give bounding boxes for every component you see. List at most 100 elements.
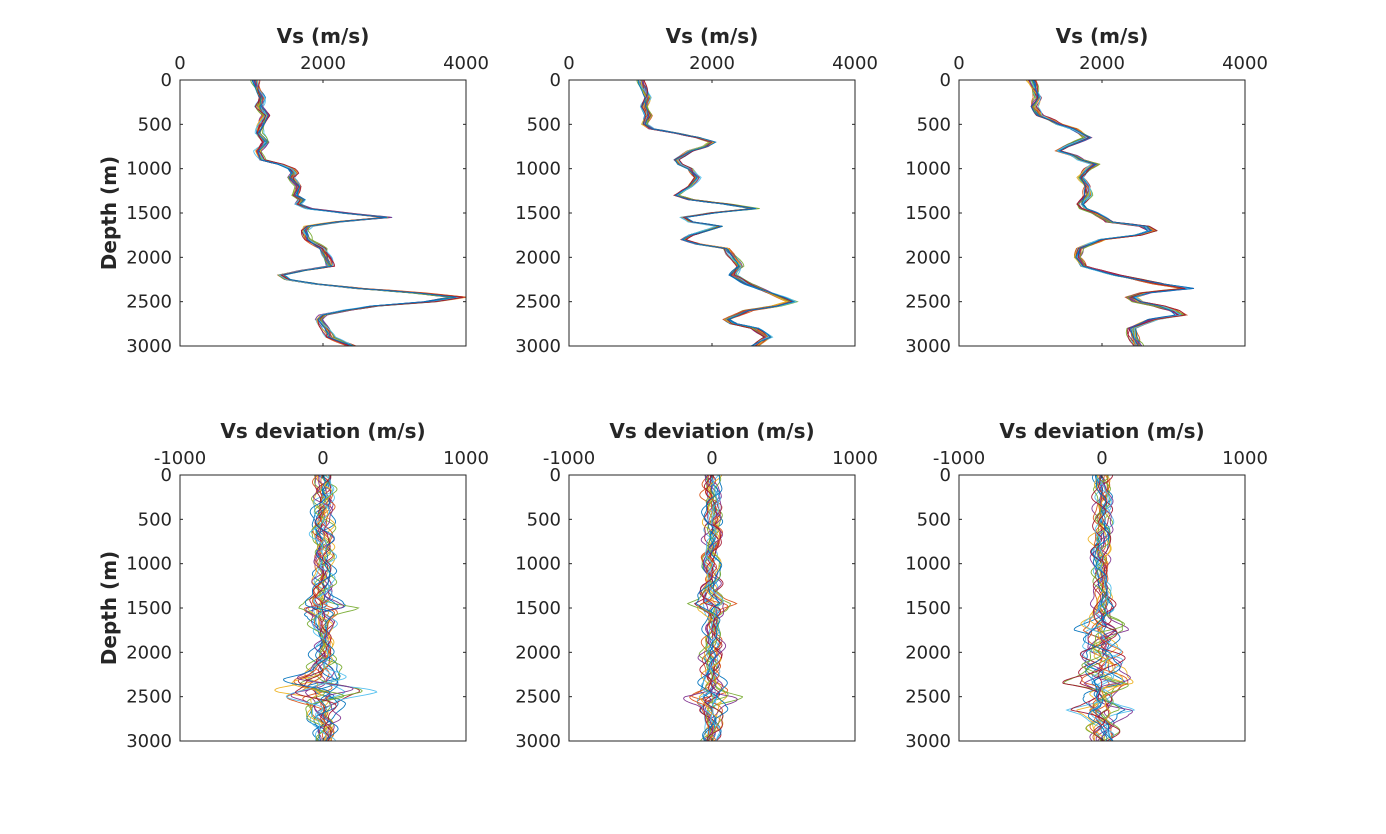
y-tick-label: 3000: [515, 731, 561, 752]
curve-group: [683, 475, 744, 741]
y-tick-label: 0: [940, 70, 951, 91]
series-line-11: [697, 475, 738, 741]
series-line-12: [305, 475, 363, 741]
y-tick-label: 2500: [126, 687, 172, 708]
series-line-22: [695, 475, 729, 741]
y-tick-label: 0: [161, 465, 172, 486]
series-line-11: [252, 80, 466, 346]
x-tick-label: 4000: [1222, 53, 1268, 74]
x-tick-label: 2000: [1079, 53, 1125, 74]
y-tick-label: 500: [138, 114, 172, 135]
curve-group: [274, 475, 378, 741]
y-tick-label: 3000: [126, 731, 172, 752]
series-line-22: [1030, 80, 1194, 346]
x-tick-label: 0: [563, 53, 574, 74]
series-line-16: [255, 80, 466, 346]
y-tick-label: 2500: [126, 292, 172, 313]
x-axis-title: Vs (m/s): [1056, 24, 1149, 48]
series-line-16: [293, 475, 335, 741]
y-tick-label: 1000: [905, 554, 951, 575]
y-tick-label: 2000: [126, 247, 172, 268]
y-tick-label: 1500: [515, 598, 561, 619]
y-tick-label: 1000: [905, 159, 951, 180]
y-tick-label: 2000: [905, 642, 951, 663]
y-tick-label: 2500: [515, 687, 561, 708]
y-tick-label: 500: [527, 114, 561, 135]
y-tick-label: 1500: [905, 598, 951, 619]
series-line-2: [251, 80, 457, 346]
x-axis-title: Vs (m/s): [666, 24, 759, 48]
series-line-13: [1065, 475, 1124, 741]
x-axis-title: Vs deviation (m/s): [220, 419, 425, 443]
x-tick-label: 0: [174, 53, 185, 74]
series-line-18: [253, 80, 458, 346]
y-tick-label: 2000: [905, 247, 951, 268]
x-tick-label: 1000: [443, 448, 489, 469]
series-line-12: [705, 475, 729, 741]
y-axis-title: Depth (m): [97, 156, 121, 270]
series-line-15: [251, 80, 463, 346]
series-line-6: [254, 80, 463, 346]
series-line-9: [691, 475, 729, 741]
series-line-22: [1082, 475, 1121, 741]
subplot-1: 0 2000 4000 0 500 1000 1500 2000 2500 3000 Vs (m/s…: [97, 24, 489, 357]
y-tick-label: 2500: [905, 687, 951, 708]
y-tick-label: 1000: [126, 159, 172, 180]
series-line-20: [285, 475, 347, 741]
x-tick-label: 2000: [689, 53, 735, 74]
x-tick-label: 0: [953, 53, 964, 74]
x-axis-title: Vs (m/s): [277, 24, 370, 48]
y-tick-label: 1000: [515, 159, 561, 180]
y-tick-label: 500: [527, 509, 561, 530]
y-tick-label: 3000: [515, 336, 561, 357]
y-tick-label: 500: [138, 509, 172, 530]
y-tick-label: 500: [917, 509, 951, 530]
y-tick-label: 0: [940, 465, 951, 486]
x-tick-label: 1000: [1222, 448, 1268, 469]
y-tick-label: 0: [550, 70, 561, 91]
x-axis-title: Vs deviation (m/s): [609, 419, 814, 443]
x-axis-title: Vs deviation (m/s): [999, 419, 1204, 443]
y-tick-label: 1500: [515, 203, 561, 224]
series-line-16: [1082, 475, 1129, 741]
x-tick-label: 4000: [832, 53, 878, 74]
series-line-4: [253, 80, 462, 346]
y-tick-label: 3000: [905, 336, 951, 357]
y-tick-label: 500: [917, 114, 951, 135]
x-tick-label: -1000: [543, 448, 595, 469]
y-tick-label: 0: [550, 465, 561, 486]
y-axis-title: Depth (m): [97, 551, 121, 665]
curve-group: [250, 80, 466, 346]
y-tick-label: 0: [161, 70, 172, 91]
series-line-21: [254, 80, 464, 346]
series-line-10: [255, 80, 466, 346]
series-line-16: [689, 475, 723, 741]
x-tick-label: 0: [1096, 448, 1107, 469]
x-tick-label: -1000: [933, 448, 985, 469]
y-tick-label: 2500: [515, 292, 561, 313]
x-tick-label: 1000: [832, 448, 878, 469]
y-tick-label: 1500: [126, 203, 172, 224]
series-line-22: [637, 80, 796, 346]
axes-frame: [958, 79, 1246, 347]
series-line-19: [250, 80, 459, 346]
series-line-17: [256, 80, 459, 346]
series-line-20: [254, 80, 459, 346]
series-line-9: [286, 475, 338, 741]
x-tick-label: 0: [317, 448, 328, 469]
series-line-13: [252, 80, 460, 346]
subplot-2: 0 2000 4000 0 500 1000 1500 2000 2500 3000 Vs (m/s…: [515, 24, 878, 357]
series-line-21: [294, 475, 337, 741]
series-line-14: [253, 80, 458, 346]
x-tick-label: 2000: [300, 53, 346, 74]
x-tick-label: 0: [706, 448, 717, 469]
series-line-22: [282, 475, 339, 741]
series-line-5: [255, 80, 465, 346]
y-tick-label: 3000: [905, 731, 951, 752]
axes-frame: [179, 79, 467, 347]
x-tick-label: -1000: [154, 448, 206, 469]
